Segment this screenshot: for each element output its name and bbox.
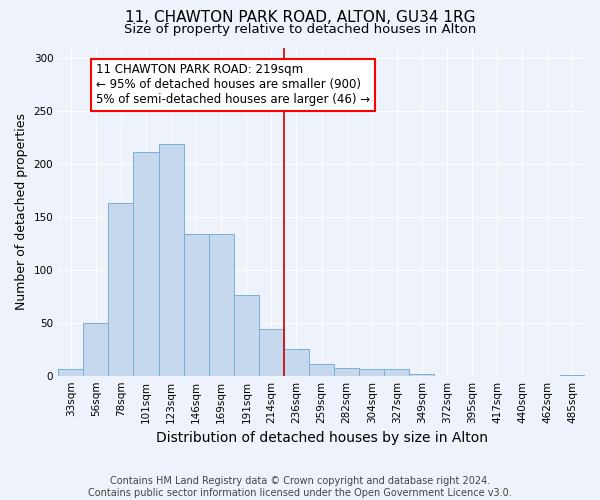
X-axis label: Distribution of detached houses by size in Alton: Distribution of detached houses by size … (155, 431, 488, 445)
Bar (58, 370, 83, 376)
Text: 11 CHAWTON PARK ROAD: 219sqm
← 95% of detached houses are smaller (900)
5% of se: 11 CHAWTON PARK ROAD: 219sqm ← 95% of de… (96, 64, 370, 106)
Text: 11, CHAWTON PARK ROAD, ALTON, GU34 1RG: 11, CHAWTON PARK ROAD, ALTON, GU34 1RG (125, 10, 475, 25)
Bar (385, 370, 409, 376)
Y-axis label: Number of detached properties: Number of detached properties (15, 113, 28, 310)
Bar (334, 368, 359, 376)
Bar (409, 374, 434, 376)
Bar (184, 234, 209, 376)
Bar (234, 295, 259, 376)
Text: Contains HM Land Registry data © Crown copyright and database right 2024.
Contai: Contains HM Land Registry data © Crown c… (88, 476, 512, 498)
Bar (133, 152, 158, 376)
Bar (284, 349, 309, 376)
Text: Size of property relative to detached houses in Alton: Size of property relative to detached ho… (124, 22, 476, 36)
Bar (83, 322, 109, 376)
Bar (359, 370, 385, 376)
Bar (259, 329, 284, 376)
Bar (158, 144, 184, 376)
Bar (309, 364, 334, 376)
Bar (560, 374, 585, 376)
Bar (209, 234, 234, 376)
Bar (109, 203, 133, 376)
